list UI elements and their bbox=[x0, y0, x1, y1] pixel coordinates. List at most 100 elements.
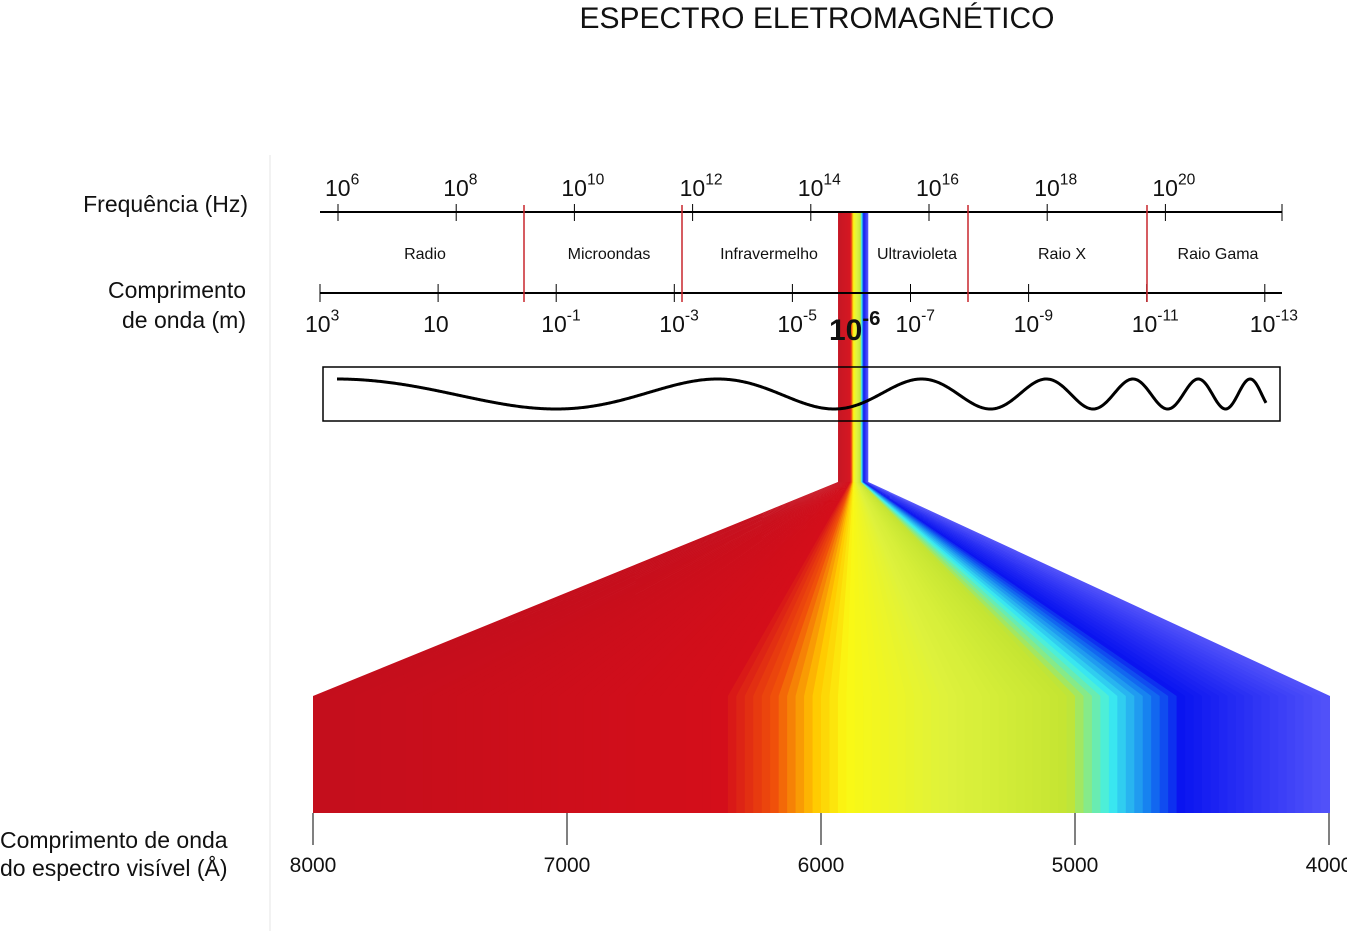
fan-strip bbox=[355, 482, 840, 696]
base: 10 bbox=[325, 175, 351, 201]
tick-label: 5000 bbox=[1052, 854, 1099, 877]
band-strip bbox=[914, 696, 924, 813]
band-strip bbox=[1108, 696, 1119, 813]
band-strip bbox=[990, 696, 1000, 813]
band-strip bbox=[778, 696, 789, 813]
exponent: -13 bbox=[1275, 308, 1298, 325]
band-strip bbox=[1278, 696, 1288, 813]
band-strip bbox=[1286, 696, 1297, 813]
fan-strip bbox=[677, 482, 850, 696]
exponent: 14 bbox=[823, 172, 841, 189]
fan-strip bbox=[329, 482, 840, 696]
fan-strip bbox=[787, 482, 853, 696]
base: 10 bbox=[561, 175, 587, 201]
exponent: -9 bbox=[1039, 308, 1053, 325]
fan-strip bbox=[490, 482, 844, 696]
band-strip bbox=[414, 696, 425, 813]
band-strip bbox=[761, 696, 772, 813]
band-strip bbox=[694, 696, 704, 813]
fan-strip bbox=[313, 482, 839, 696]
tick-label: 10-7 bbox=[896, 308, 936, 338]
band-strip bbox=[1218, 696, 1229, 813]
fan-strip bbox=[812, 482, 854, 696]
fan-strip bbox=[660, 482, 849, 696]
region-label: Radio bbox=[404, 246, 446, 263]
fan-strip bbox=[736, 482, 852, 696]
fan-strip bbox=[609, 482, 848, 696]
exponent: 18 bbox=[1060, 172, 1078, 189]
tick-label: 10-9 bbox=[1014, 308, 1054, 338]
band-strip bbox=[964, 696, 975, 813]
band-strip bbox=[558, 696, 568, 813]
fan-strip bbox=[575, 482, 847, 696]
exponent: -5 bbox=[803, 308, 817, 325]
tick-label: 1016 bbox=[916, 172, 959, 202]
base: 10 bbox=[423, 311, 449, 337]
fan-strip bbox=[837, 482, 855, 696]
exponent: -6 bbox=[862, 308, 880, 330]
band-strip bbox=[871, 696, 882, 813]
fan-strip bbox=[846, 482, 856, 696]
fan-strip bbox=[499, 482, 845, 696]
band-strip bbox=[609, 696, 619, 813]
band-strip bbox=[1193, 696, 1203, 813]
band-strip bbox=[829, 696, 839, 813]
fan-strip bbox=[507, 482, 845, 696]
band-strip bbox=[795, 696, 806, 813]
base: 10 bbox=[1014, 311, 1040, 337]
fan-strip bbox=[389, 482, 841, 696]
band-strip bbox=[1007, 696, 1017, 813]
region-label: Raio Gama bbox=[1178, 246, 1259, 263]
tick-label: 103 bbox=[305, 308, 339, 338]
band-strip bbox=[1015, 696, 1026, 813]
band-strip bbox=[465, 696, 475, 813]
band-strip bbox=[1252, 696, 1263, 813]
band-strip bbox=[1244, 696, 1254, 813]
base: 10 bbox=[1152, 175, 1178, 201]
base: 10 bbox=[916, 175, 942, 201]
visible-label: Comprimento de onda bbox=[0, 827, 228, 853]
region-label: Microondas bbox=[568, 246, 651, 263]
band-strip bbox=[939, 696, 949, 813]
tick-label: 10 bbox=[423, 311, 449, 337]
fan-strip bbox=[524, 482, 845, 696]
band-strip bbox=[668, 696, 679, 813]
band-strip bbox=[1202, 696, 1212, 813]
title: ESPECTRO ELETROMAGNÉTICO bbox=[579, 2, 1054, 35]
band-strip bbox=[821, 696, 831, 813]
band-strip bbox=[372, 696, 382, 813]
band-strip bbox=[888, 696, 899, 813]
band-strip bbox=[456, 696, 467, 813]
band-strip bbox=[1227, 696, 1237, 813]
tick-label: 1012 bbox=[680, 172, 723, 202]
fan-strip bbox=[702, 482, 851, 696]
band-strip bbox=[1235, 696, 1246, 813]
tick-label: 1010 bbox=[561, 172, 604, 202]
fan-strip bbox=[804, 482, 854, 696]
fan-strip bbox=[431, 482, 843, 696]
visible-fan bbox=[313, 212, 1330, 813]
fan-strip bbox=[685, 482, 850, 696]
region-label: Ultravioleta bbox=[877, 246, 957, 263]
band-strip bbox=[1312, 696, 1322, 813]
base: 10 bbox=[1132, 311, 1158, 337]
fan-strip bbox=[651, 482, 849, 696]
band-strip bbox=[770, 696, 780, 813]
exponent: 3 bbox=[331, 308, 340, 325]
band-strip bbox=[854, 696, 865, 813]
tick-label: 1018 bbox=[1034, 172, 1077, 202]
band-strip bbox=[592, 696, 602, 813]
fan-strip bbox=[363, 482, 841, 696]
fan-strip bbox=[770, 482, 853, 696]
tick-label: 4000 bbox=[1306, 854, 1347, 877]
strip bbox=[867, 212, 869, 482]
tick-label: 106 bbox=[325, 172, 359, 202]
exponent: 10 bbox=[587, 172, 605, 189]
band-strip bbox=[423, 696, 433, 813]
exponent: -11 bbox=[1157, 308, 1178, 325]
band-strip bbox=[600, 696, 611, 813]
band-strip bbox=[507, 696, 518, 813]
exponent: -3 bbox=[685, 308, 699, 325]
fan-strip bbox=[346, 482, 840, 696]
region-label: Infravermelho bbox=[720, 246, 818, 263]
